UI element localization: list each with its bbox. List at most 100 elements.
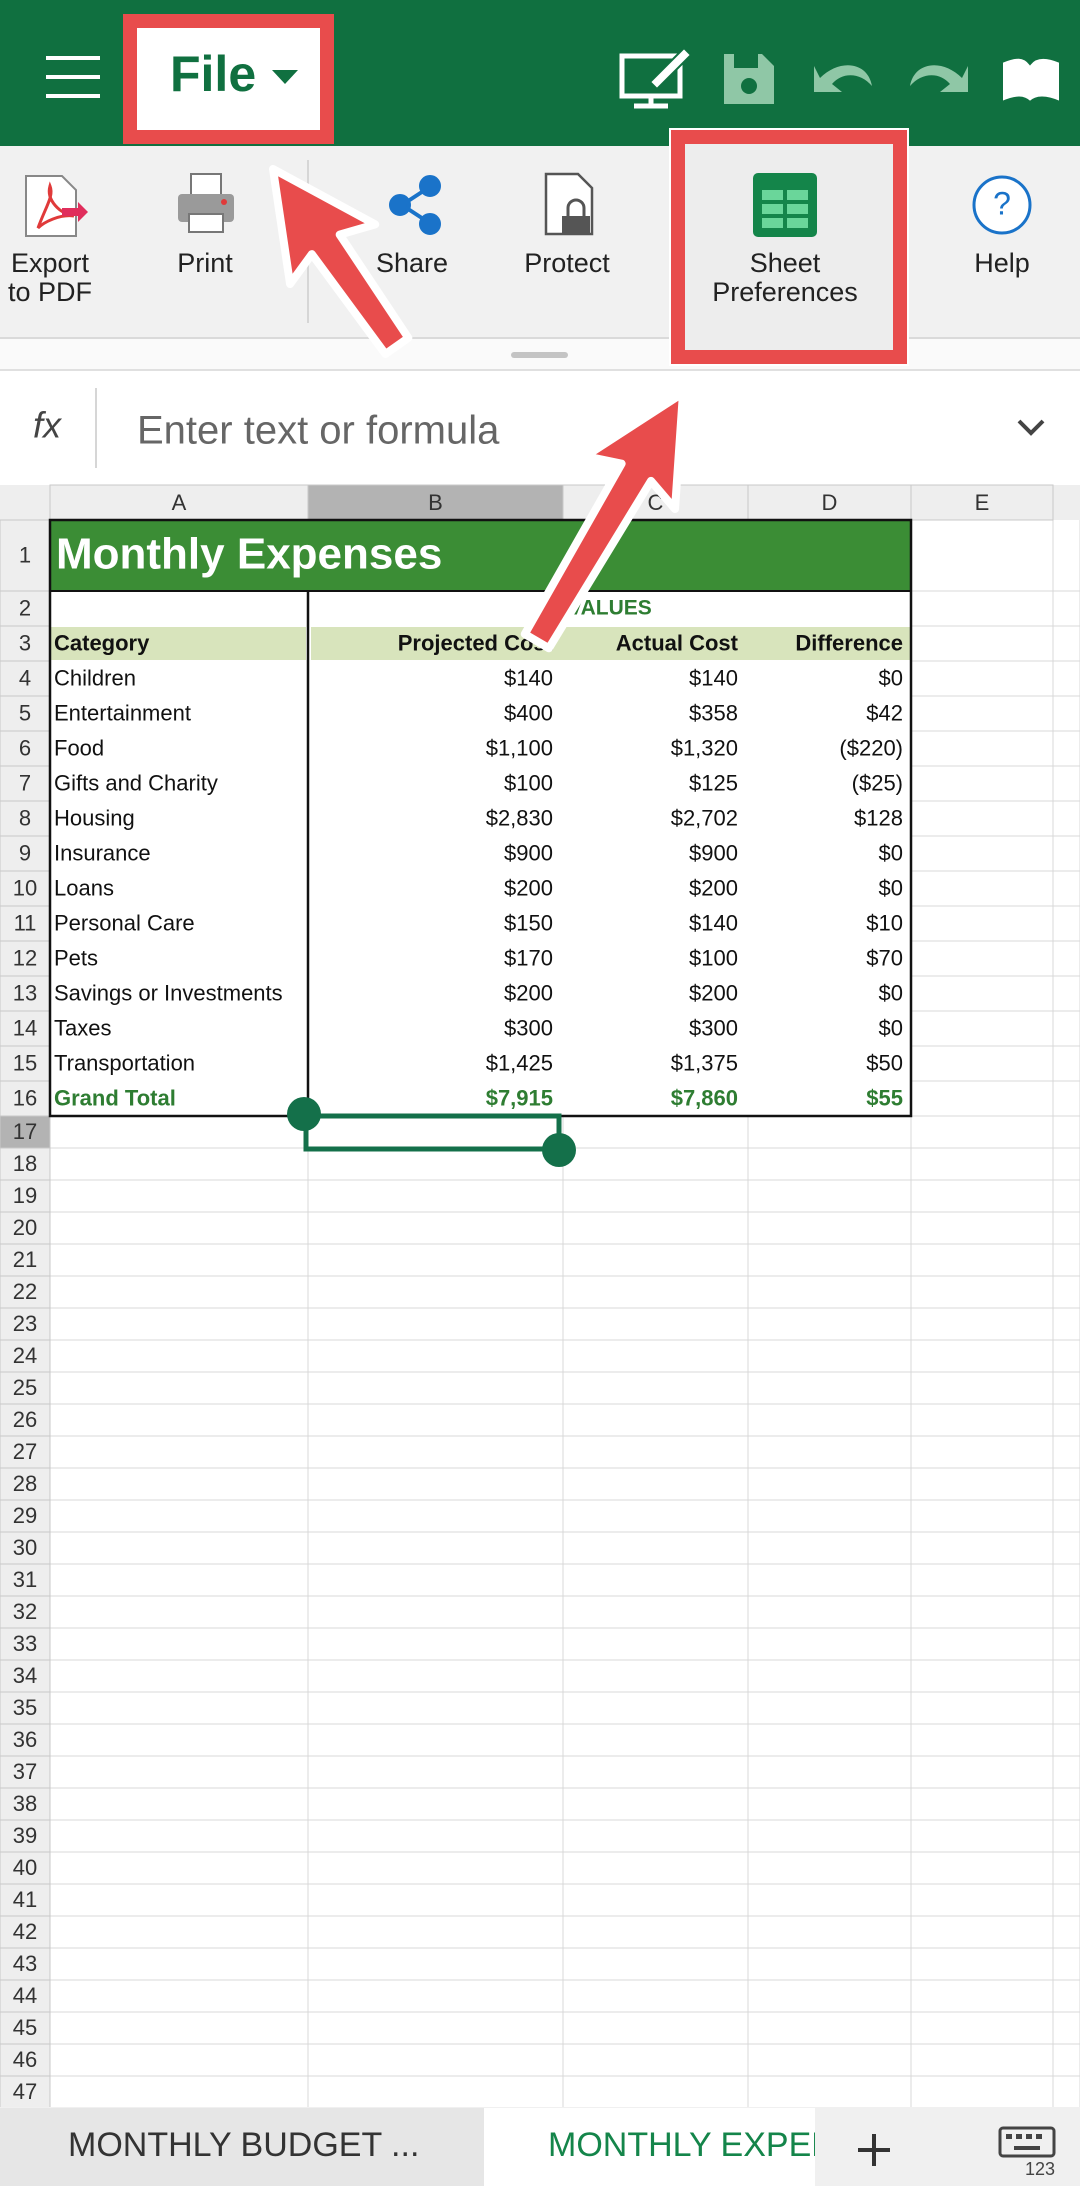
row-header (0, 1851, 51, 1885)
header-fill (311, 627, 911, 660)
ribbon-handle[interactable] (511, 352, 568, 358)
row-header (0, 1563, 51, 1597)
row-number: 47 (13, 2079, 37, 2104)
ribbon-item-label[interactable]: Share (376, 248, 448, 278)
group-header: VALUES (568, 597, 652, 620)
cell-selection (303, 1113, 562, 1152)
row-number: 10 (13, 875, 37, 900)
file-menu[interactable]: File (170, 46, 256, 102)
row-header (0, 1179, 51, 1213)
row-header (0, 1723, 51, 1757)
row-number: 18 (13, 1151, 37, 1176)
formula-input[interactable]: Enter text or formula (137, 409, 500, 453)
tab-1[interactable] (0, 2108, 484, 2186)
menu-button[interactable] (46, 56, 100, 98)
ribbon-item-label[interactable]: Export to PDF (8, 248, 92, 307)
ribbon-item-label[interactable]: Print (177, 248, 233, 278)
tab-2[interactable] (484, 2108, 815, 2186)
column-title: Category (54, 630, 150, 655)
row-header (0, 1787, 51, 1821)
cell: $42 (866, 700, 903, 725)
cell: Savings or Investments (54, 980, 283, 1005)
selection-handle[interactable] (287, 1097, 321, 1131)
cell: Taxes (54, 1015, 111, 1040)
read-mode-button[interactable] (1001, 56, 1061, 104)
cell: Transportation (54, 1050, 195, 1075)
cell: $0 (879, 980, 903, 1005)
row-header (0, 1115, 51, 1149)
total-cell: $55 (866, 1085, 903, 1110)
row-number: 36 (13, 1727, 37, 1752)
row-header (0, 1531, 51, 1565)
help-glyph: ? (993, 185, 1011, 221)
edit-mode-button[interactable] (619, 46, 693, 109)
row-number: 14 (13, 1015, 37, 1040)
cell: $140 (504, 665, 553, 690)
row-header (0, 660, 51, 697)
cell: $200 (504, 875, 553, 900)
undo-button[interactable] (814, 65, 872, 92)
row-number: 37 (13, 1759, 37, 1784)
column-title: Actual Cost (616, 630, 739, 655)
row-header (0, 1659, 51, 1693)
cell: $140 (689, 665, 738, 690)
cell: $50 (866, 1050, 903, 1075)
cell: Personal Care (54, 910, 195, 935)
cell: $0 (879, 665, 903, 690)
row-header (0, 1947, 51, 1981)
column-header (910, 484, 1054, 521)
ribbon-item-label[interactable]: Protect (524, 248, 610, 278)
ribbon-item-label[interactable]: Help (974, 248, 1030, 278)
row-number: 11 (14, 910, 37, 935)
save-button[interactable] (724, 54, 774, 104)
formula-expand[interactable] (1017, 419, 1045, 436)
ribbon-item-label[interactable]: Sheet Preferences (712, 248, 858, 307)
keyboard-button[interactable]: 123 (998, 2126, 1056, 2179)
cell: $900 (504, 840, 553, 865)
cell: ($25) (852, 770, 903, 795)
row-number: 42 (13, 1919, 37, 1944)
row-number: 41 (13, 1887, 37, 1912)
tab-1-label[interactable]: MONTHLY BUDGET ... (68, 2126, 419, 2164)
row-number: 13 (13, 980, 37, 1005)
row-number: 1 (19, 542, 31, 567)
cell: Housing (54, 805, 135, 830)
add-sheet-button[interactable] (858, 2134, 890, 2166)
export-pdf-icon (25, 175, 88, 237)
row-number: 20 (13, 1215, 37, 1240)
fx-label: fx (33, 405, 63, 446)
share-icon (389, 175, 441, 235)
column-header-label: E (975, 490, 990, 515)
cell: $2,830 (486, 805, 553, 830)
row-header (0, 1275, 51, 1309)
row-number: 2 (19, 595, 31, 620)
cell: $400 (504, 700, 553, 725)
row-header (0, 1755, 51, 1789)
row-number: 19 (13, 1183, 37, 1208)
row-number: 33 (13, 1631, 37, 1656)
row-number: 26 (13, 1407, 37, 1432)
row-header (0, 1371, 51, 1405)
cell: $125 (689, 770, 738, 795)
row-number: 8 (19, 805, 31, 830)
help-icon (972, 175, 1032, 235)
row-header (0, 1403, 51, 1437)
selection-handle[interactable] (542, 1133, 576, 1167)
cell: $1,100 (486, 735, 553, 760)
sheet-preferences-highlight (671, 130, 907, 364)
row-number: 40 (13, 1855, 37, 1880)
cell: $300 (504, 1015, 553, 1040)
row-number: 43 (13, 1951, 37, 1976)
tab-2-label[interactable]: MONTHLY EXPEN (548, 2126, 836, 2164)
row-number: 38 (13, 1791, 37, 1816)
redo-button[interactable] (910, 65, 968, 92)
row-number: 45 (13, 2015, 37, 2040)
row-header (0, 1010, 51, 1047)
file-dropdown-arrow (272, 70, 298, 84)
row-number: 17 (13, 1119, 37, 1144)
column-header-label: B (428, 490, 443, 515)
cell: $300 (689, 1015, 738, 1040)
cell: $1,375 (671, 1050, 738, 1075)
cell: $70 (866, 945, 903, 970)
